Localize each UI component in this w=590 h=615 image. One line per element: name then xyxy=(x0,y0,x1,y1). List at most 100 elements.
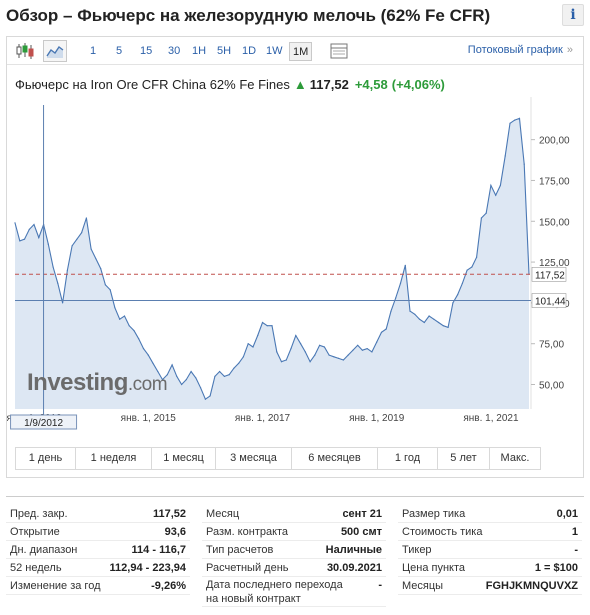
range-6[interactable]: 5 лет xyxy=(438,448,490,469)
area-chart-icon[interactable] xyxy=(43,40,67,62)
chevron-right-icon: » xyxy=(566,44,573,56)
info-button[interactable]: i xyxy=(562,4,584,26)
timeframe-15[interactable]: 15 xyxy=(140,45,153,57)
data-point xyxy=(328,354,330,356)
price-chart[interactable]: 50,0075,00100,00125,00150,00175,00200,00… xyxy=(7,37,583,437)
stat-value: 30.09.2021 xyxy=(326,562,382,574)
data-point xyxy=(490,184,492,186)
stat-row: Месяц сент 21 xyxy=(202,505,386,523)
data-point xyxy=(518,117,521,119)
candlestick-icon[interactable] xyxy=(13,40,37,62)
data-point xyxy=(247,343,249,345)
data-point xyxy=(38,237,40,239)
price-change-percent: (+4,06%) xyxy=(391,77,445,92)
data-point xyxy=(181,383,183,386)
data-point xyxy=(352,349,354,351)
data-point xyxy=(504,155,506,157)
data-point xyxy=(104,284,106,286)
info-icon: i xyxy=(570,7,576,23)
timeframe-30[interactable]: 30 xyxy=(168,45,181,57)
stream-chart-link[interactable]: Потоковый график» xyxy=(468,44,573,56)
data-point xyxy=(485,212,487,214)
last-price-label-box xyxy=(531,267,567,282)
data-point xyxy=(476,256,478,258)
data-point xyxy=(66,269,68,271)
data-point xyxy=(371,351,373,353)
data-point xyxy=(109,289,111,291)
stat-value: 1 = $100 xyxy=(534,562,578,574)
timeframe-1h[interactable]: 1H xyxy=(192,45,207,57)
data-point xyxy=(366,348,368,350)
range-0[interactable]: 1 день xyxy=(16,448,76,469)
data-point xyxy=(300,343,302,345)
timeframe-1[interactable]: 1 xyxy=(90,45,97,57)
data-point xyxy=(219,370,221,373)
data-point xyxy=(100,268,102,270)
range-5[interactable]: 1 год xyxy=(378,448,438,469)
data-point xyxy=(390,310,392,312)
data-point xyxy=(409,310,411,312)
data-point xyxy=(357,344,359,346)
range-3[interactable]: 3 месяца xyxy=(216,448,292,469)
stats-column-3: Размер тика 0,01 Стоимость тика 1 Тикер - Цена… xyxy=(398,505,582,595)
data-point xyxy=(376,341,378,343)
data-point xyxy=(190,370,192,373)
data-point xyxy=(304,351,306,353)
data-point xyxy=(480,217,482,219)
stat-row: Изменение за год -9,26% xyxy=(6,577,190,595)
data-point xyxy=(195,377,197,379)
timeframe-1d[interactable]: 1D xyxy=(242,45,257,57)
timeframe-1m[interactable]: 1M xyxy=(289,42,313,61)
page-title: Обзор – Фьючерс на железорудную мелочь (… xyxy=(6,6,491,25)
price-area xyxy=(15,118,529,410)
timeframe-5[interactable]: 5 xyxy=(116,45,123,57)
stat-label: Дата последнего перехода на новый контра… xyxy=(206,579,343,605)
range-2[interactable]: 1 месяц xyxy=(152,448,216,469)
stream-chart-label: Потоковый график xyxy=(467,44,563,56)
crosshair-date-box xyxy=(10,414,78,430)
data-point xyxy=(19,240,21,242)
stat-value: 112,94 - 223,94 xyxy=(109,562,186,574)
data-point xyxy=(290,348,292,350)
data-point xyxy=(395,297,397,299)
data-point xyxy=(418,318,421,320)
x-tick-label: янв. 1, 2019 xyxy=(349,413,405,424)
stat-value: 117,52 xyxy=(152,508,186,520)
data-point xyxy=(261,321,264,324)
crosshair-price-label-box xyxy=(531,293,567,308)
range-7[interactable]: Макс. xyxy=(500,452,530,464)
last-price: 117,52 xyxy=(309,77,349,92)
range-1[interactable]: 1 неделя xyxy=(76,448,152,469)
data-point xyxy=(514,119,516,121)
data-point xyxy=(438,321,440,324)
table-icon[interactable] xyxy=(327,40,351,62)
up-arrow-icon: ▲ xyxy=(293,77,307,92)
stat-row: Пред. закр. 117,52 xyxy=(6,505,190,523)
timeframe-5h[interactable]: 5H xyxy=(217,45,232,57)
data-point xyxy=(523,163,525,165)
stat-row: Дн. диапазон 114 - 116,7 xyxy=(6,541,190,559)
data-point xyxy=(285,359,287,361)
stat-label: Тип расчетов xyxy=(206,544,274,556)
range-4[interactable]: 6 месяцев xyxy=(292,448,378,469)
data-point xyxy=(128,325,130,327)
data-point xyxy=(233,367,235,369)
data-point xyxy=(204,398,206,400)
stat-label: Изменение за год xyxy=(10,580,101,592)
data-point xyxy=(423,321,425,324)
data-point xyxy=(347,354,349,356)
data-point xyxy=(14,222,16,224)
stat-value: Наличные xyxy=(325,544,382,556)
y-tick-label: 125,00 xyxy=(539,258,570,269)
data-point xyxy=(119,318,121,320)
data-point xyxy=(228,374,230,376)
data-point xyxy=(266,325,268,327)
data-point xyxy=(209,395,211,397)
contract-stats: Пред. закр. 117,52 Открытие 93,6 Дн. диапазо… xyxy=(6,496,584,608)
data-point xyxy=(185,379,187,381)
data-point xyxy=(428,315,430,317)
data-point xyxy=(95,258,97,260)
data-point xyxy=(280,361,283,363)
stat-label: Месяц xyxy=(206,508,240,520)
timeframe-1w[interactable]: 1W xyxy=(266,45,283,57)
